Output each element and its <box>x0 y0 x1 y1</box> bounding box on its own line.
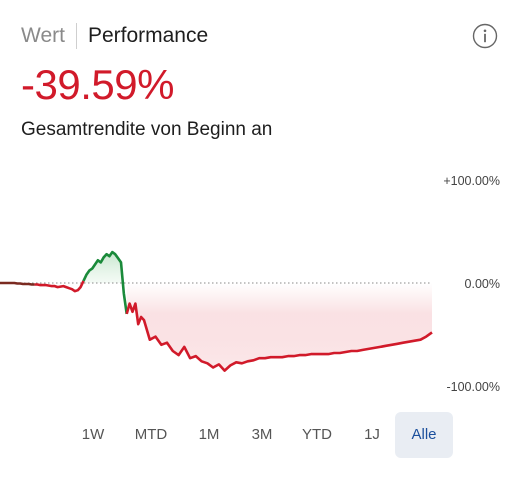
range-button-ytd[interactable]: YTD <box>302 426 332 443</box>
performance-subtitle: Gesamtrendite von Beginn an <box>21 119 273 140</box>
performance-line-early <box>34 280 85 293</box>
y-tick-label: +100.00% <box>443 174 500 188</box>
y-tick-label: 0.00% <box>465 277 500 291</box>
range-button-1w[interactable]: 1W <box>81 426 105 443</box>
performance-line-negative <box>125 302 433 372</box>
performance-line-positive <box>82 250 128 315</box>
time-range-selector: 1W MTD 1M 3M YTD 1J Alle <box>0 412 520 460</box>
tab-wert[interactable]: Wert <box>21 24 65 47</box>
info-icon[interactable] <box>472 23 498 49</box>
performance-chart: +100.00% 0.00% -100.00% <box>0 174 500 394</box>
range-button-alle[interactable]: Alle <box>395 412 453 458</box>
y-tick-label: -100.00% <box>446 380 500 394</box>
range-button-1m[interactable]: 1M <box>198 426 220 443</box>
performance-value: -39.59% <box>21 61 174 108</box>
range-button-1j[interactable]: 1J <box>364 426 380 443</box>
tab-performance[interactable]: Performance <box>87 24 209 47</box>
negative-area <box>126 283 432 371</box>
view-tabs: Wert Performance <box>21 22 208 50</box>
tab-divider <box>75 23 77 49</box>
range-button-mtd[interactable]: MTD <box>134 426 168 443</box>
positive-area <box>80 252 127 283</box>
range-button-3m[interactable]: 3M <box>251 426 273 443</box>
performance-line-start <box>0 281 35 286</box>
